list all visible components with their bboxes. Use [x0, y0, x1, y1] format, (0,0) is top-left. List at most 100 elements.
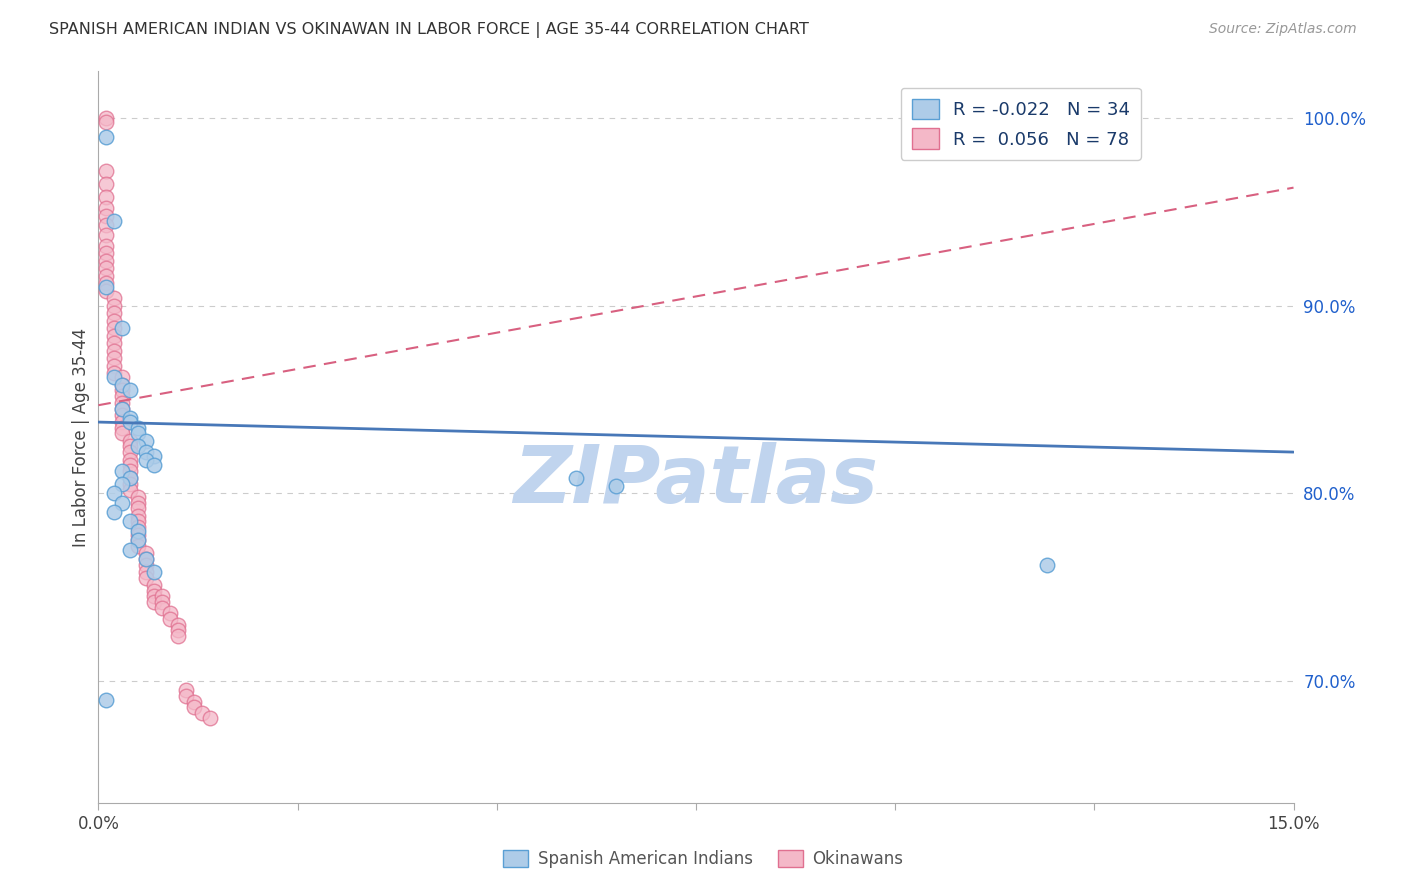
Point	[159, 607, 181, 621]
Point	[120, 542, 142, 557]
Point	[103, 306, 125, 320]
Point	[143, 449, 166, 463]
Point	[111, 383, 134, 397]
Point	[120, 452, 142, 467]
Point	[143, 590, 166, 604]
Point	[135, 571, 157, 585]
Point	[103, 505, 125, 519]
Point	[103, 321, 125, 335]
Point	[120, 383, 142, 397]
Point	[111, 408, 134, 422]
Point	[120, 445, 142, 459]
Point	[191, 706, 214, 720]
Point	[120, 458, 142, 473]
Point	[120, 483, 142, 497]
Point	[183, 694, 205, 708]
Point	[127, 508, 149, 523]
Point	[96, 280, 118, 294]
Point	[127, 440, 149, 454]
Point	[127, 539, 149, 553]
Point	[159, 612, 181, 626]
Point	[120, 515, 142, 529]
Point	[120, 477, 142, 491]
Point	[103, 359, 125, 373]
Point	[103, 214, 125, 228]
Legend: Spanish American Indians, Okinawans: Spanish American Indians, Okinawans	[496, 843, 910, 875]
Text: ZIPatlas: ZIPatlas	[513, 442, 879, 520]
Point	[103, 314, 125, 328]
Point	[111, 396, 134, 410]
Point	[167, 629, 190, 643]
Point	[96, 227, 118, 242]
Point	[150, 600, 173, 615]
Point	[96, 253, 118, 268]
Point	[127, 490, 149, 504]
Point	[111, 377, 134, 392]
Point	[565, 471, 588, 485]
Point	[120, 440, 142, 454]
Point	[127, 515, 149, 529]
Point	[143, 458, 166, 473]
Point	[143, 565, 166, 579]
Legend: R = -0.022   N = 34, R =  0.056   N = 78: R = -0.022 N = 34, R = 0.056 N = 78	[901, 87, 1142, 160]
Point	[120, 411, 142, 425]
Point	[127, 501, 149, 516]
Point	[183, 700, 205, 714]
Point	[96, 692, 118, 706]
Point	[135, 434, 157, 448]
Point	[127, 520, 149, 534]
Point	[135, 445, 157, 459]
Point	[150, 590, 173, 604]
Point	[127, 527, 149, 541]
Point	[103, 367, 125, 381]
Point	[96, 284, 118, 298]
Point	[174, 683, 197, 698]
Point	[174, 689, 197, 703]
Point	[111, 401, 134, 416]
Point	[135, 552, 157, 566]
Point	[103, 370, 125, 384]
Point	[135, 558, 157, 572]
Point	[111, 401, 134, 416]
Point	[111, 415, 134, 429]
Point	[127, 524, 149, 538]
Point	[96, 239, 118, 253]
Point	[96, 209, 118, 223]
Point	[111, 321, 134, 335]
Point	[127, 420, 149, 434]
Point	[143, 583, 166, 598]
Point	[96, 130, 118, 145]
Point	[103, 486, 125, 500]
Point	[120, 464, 142, 478]
Point	[135, 552, 157, 566]
Point	[96, 177, 118, 191]
Point	[96, 163, 118, 178]
Point	[96, 112, 118, 126]
Point	[127, 496, 149, 510]
Point	[103, 328, 125, 343]
Point	[127, 533, 149, 548]
Point	[127, 426, 149, 441]
Point	[120, 434, 142, 448]
Point	[111, 389, 134, 403]
Point	[111, 477, 134, 491]
Point	[96, 261, 118, 276]
Point	[103, 291, 125, 305]
Point	[198, 711, 221, 725]
Point	[167, 617, 190, 632]
Point	[103, 299, 125, 313]
Y-axis label: In Labor Force | Age 35-44: In Labor Force | Age 35-44	[72, 327, 90, 547]
Point	[96, 201, 118, 215]
Point	[111, 496, 134, 510]
Point	[605, 479, 627, 493]
Text: Source: ZipAtlas.com: Source: ZipAtlas.com	[1209, 22, 1357, 37]
Point	[135, 565, 157, 579]
Point	[120, 471, 142, 485]
Point	[96, 246, 118, 260]
Text: SPANISH AMERICAN INDIAN VS OKINAWAN IN LABOR FORCE | AGE 35-44 CORRELATION CHART: SPANISH AMERICAN INDIAN VS OKINAWAN IN L…	[49, 22, 808, 38]
Point	[1035, 558, 1057, 572]
Point	[143, 595, 166, 609]
Point	[103, 343, 125, 358]
Point	[96, 190, 118, 204]
Point	[111, 464, 134, 478]
